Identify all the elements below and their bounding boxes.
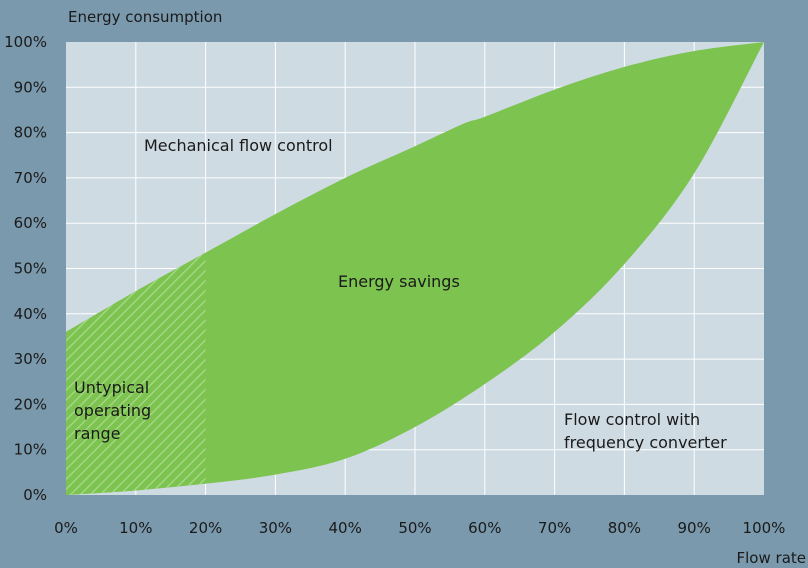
y-tick-label: 10% [14,441,47,459]
y-tick-label: 40% [14,305,47,323]
x-tick-label: 50% [398,519,431,537]
y-tick-label: 20% [14,395,47,413]
untypical-line-2: operating [74,401,151,420]
x-axis-label: Flow rate [737,549,806,567]
y-tick-label: 100% [4,33,47,51]
untypical-range-hatch [66,252,206,495]
y-axis-ticks: 0% 10% 20% 30% 40% 50% 60% 70% 80% 90% 100% [4,33,47,504]
x-tick-label: 80% [608,519,641,537]
x-tick-label: 0% [54,519,78,537]
frequency-converter-label: Flow control with frequency converter [564,410,727,452]
x-tick-label: 90% [678,519,711,537]
mechanical-flow-label: Mechanical flow control [144,136,333,155]
y-tick-label: 50% [14,260,47,278]
y-tick-label: 0% [23,486,47,504]
x-tick-label: 100% [743,519,786,537]
energy-savings-label: Energy savings [338,272,460,291]
untypical-range-label: Untypical operating range [74,378,156,443]
untypical-line-3: range [74,424,121,443]
x-tick-label: 70% [538,519,571,537]
untypical-line-1: Untypical [74,378,149,397]
converter-line-1: Flow control with [564,410,700,429]
x-tick-label: 20% [189,519,222,537]
y-tick-label: 60% [14,214,47,232]
y-tick-label: 30% [14,350,47,368]
x-tick-label: 10% [119,519,152,537]
x-tick-label: 30% [259,519,292,537]
x-tick-label: 40% [329,519,362,537]
converter-line-2: frequency converter [564,433,727,452]
y-tick-label: 80% [14,124,47,142]
x-tick-label: 60% [468,519,501,537]
y-tick-label: 90% [14,78,47,96]
energy-savings-area [66,42,764,495]
x-axis-ticks: 0% 10% 20% 30% 40% 50% 60% 70% 80% 90% 100% [54,519,785,537]
y-tick-label: 70% [14,169,47,187]
y-axis-label: Energy consumption [68,8,222,26]
